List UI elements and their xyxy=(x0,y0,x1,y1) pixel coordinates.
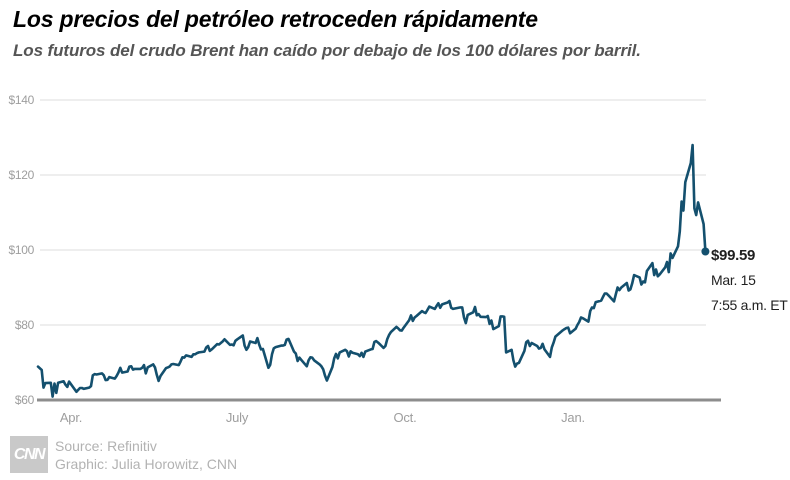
y-axis-label: $100 xyxy=(8,243,35,257)
x-axis-label: Jan. xyxy=(561,410,585,425)
latest-price-time: 7:55 a.m. ET xyxy=(711,297,788,313)
price-line xyxy=(36,143,707,398)
y-axis-label: $60 xyxy=(14,393,34,407)
end-point-dot xyxy=(701,247,710,256)
y-axis-label: $140 xyxy=(8,93,35,107)
x-axis-label: Apr. xyxy=(59,410,83,425)
x-axis-label: Oct. xyxy=(393,410,417,425)
cnn-logo-text: CNN xyxy=(13,445,46,463)
graphic-credit: Graphic: Julia Horowitz, CNN xyxy=(55,456,238,472)
y-axis-label: $120 xyxy=(8,168,35,182)
cnn-logo: CNN xyxy=(10,436,48,473)
y-axis-label: $80 xyxy=(14,318,34,332)
source-credit: Source: Refinitiv xyxy=(55,438,157,454)
x-axis-label: July xyxy=(225,410,249,425)
chart-subtitle: Los futuros del crudo Brent han caído po… xyxy=(13,41,641,60)
latest-price-annotation: $99.59 Mar. 15 7:55 a.m. ET xyxy=(711,243,790,318)
latest-price-date: Mar. 15 xyxy=(711,272,756,288)
chart-title: Los precios del petróleo retroceden rápi… xyxy=(13,6,538,32)
latest-price-value: $99.59 xyxy=(711,247,756,264)
credits: Source: Refinitiv Graphic: Julia Horowit… xyxy=(55,437,237,473)
